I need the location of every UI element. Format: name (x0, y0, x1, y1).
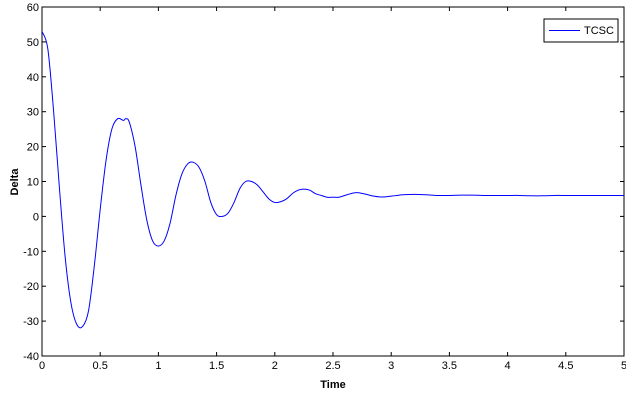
legend-box (543, 18, 619, 43)
x-axis-label: Time (320, 379, 345, 391)
x-tick-label: 2 (272, 360, 278, 372)
x-tick-label: 0 (39, 360, 45, 372)
y-tick-label: 50 (27, 37, 39, 49)
legend-label-tcsc: TCSC (584, 25, 614, 37)
x-tick-label: 4 (505, 360, 511, 372)
ticks-group: 0 0.5 1 1.5 2 2.5 3 3.5 4 4.5 5 -40 -30 -20 -10 0 10 20 30… (23, 2, 626, 372)
x-tick-label: 1.5 (209, 360, 224, 372)
y-tick-label: -20 (23, 281, 39, 293)
x-tick-label: 3 (388, 360, 394, 372)
x-tick-label: 4.5 (558, 360, 573, 372)
y-tick-label: -10 (23, 246, 39, 258)
y-tick-label: 60 (27, 2, 39, 14)
series-group (41, 31, 624, 329)
legend: TCSC (543, 18, 619, 43)
y-tick-label: -30 (23, 316, 39, 328)
y-tick-label: 10 (27, 177, 39, 189)
x-tick-label: 2.5 (325, 360, 340, 372)
y-tick-label: 0 (33, 211, 39, 223)
x-tick-label: 0.5 (93, 360, 108, 372)
y-tick-label: 20 (27, 142, 39, 154)
x-tick-label: 5 (621, 360, 626, 372)
x-tick-label: 3.5 (442, 360, 457, 372)
x-tick-label: 1 (155, 360, 161, 372)
y-tick-label: -40 (23, 351, 39, 363)
series-line-tcsc (41, 31, 624, 329)
plot-area (41, 6, 625, 357)
y-axis-label: Delta (9, 168, 21, 196)
y-tick-label: 40 (27, 72, 39, 84)
y-tick-label: 30 (27, 107, 39, 119)
